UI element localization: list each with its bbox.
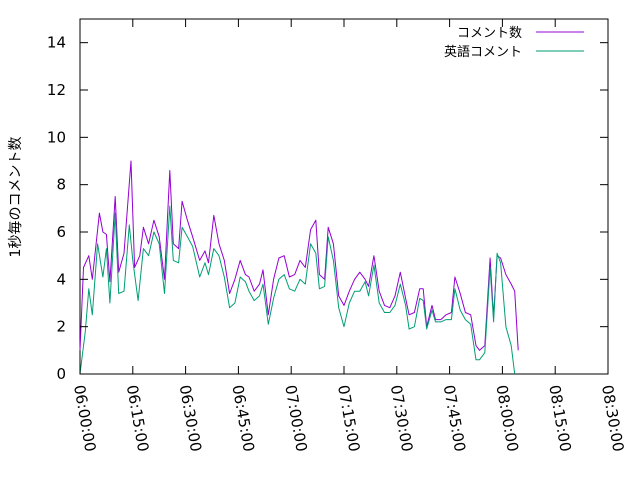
- y-tick-label: 4: [56, 270, 66, 288]
- series-line-2: [79, 205, 516, 375]
- y-tick-label: 6: [56, 223, 66, 241]
- y-axis-label: 1秒毎のコメント数: [8, 137, 24, 258]
- y-tick-label: 14: [47, 34, 66, 52]
- y-tick-label: 8: [56, 176, 66, 194]
- legend-label-1: コメント数: [457, 26, 522, 41]
- y-tick-label: 10: [47, 128, 66, 146]
- y-tick-label: 2: [56, 318, 66, 336]
- y-tick-label: 0: [56, 365, 66, 383]
- y-tick-label: 12: [47, 81, 66, 99]
- series-line-1: [79, 160, 519, 351]
- legend-label-2: 英語コメント: [444, 44, 522, 60]
